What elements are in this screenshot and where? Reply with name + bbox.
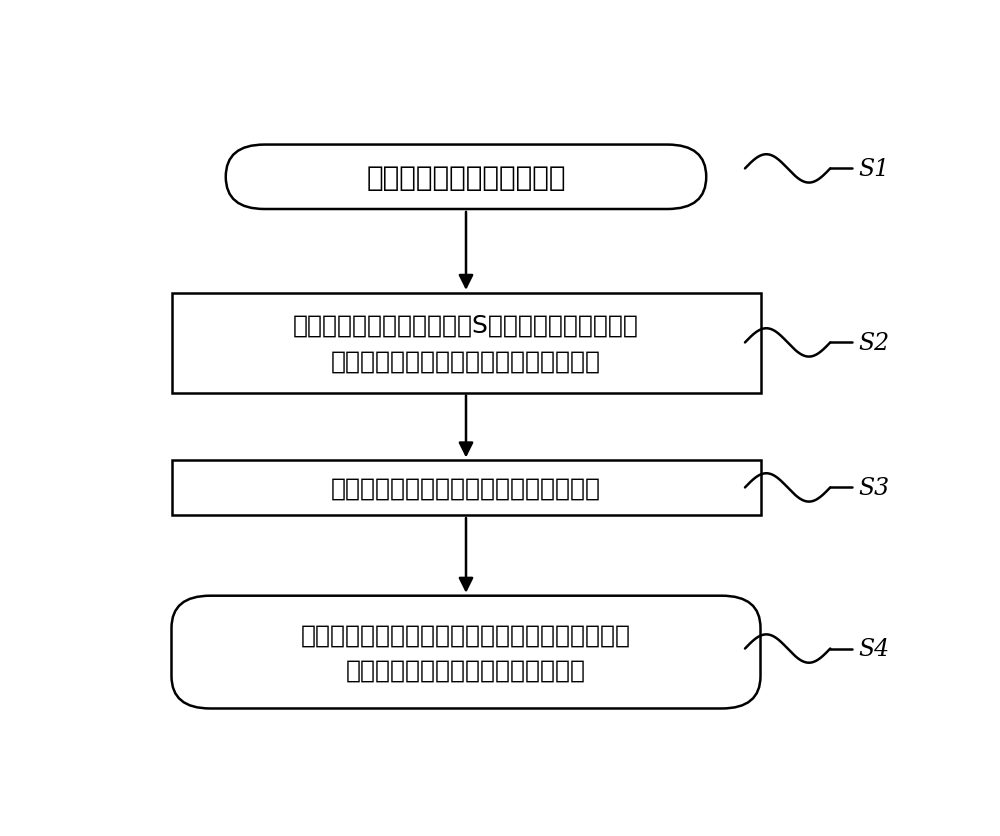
- Text: S1: S1: [858, 158, 889, 181]
- Text: S2: S2: [858, 332, 889, 354]
- FancyBboxPatch shape: [172, 596, 761, 709]
- FancyBboxPatch shape: [226, 145, 706, 210]
- Text: 采用脉冲循环频率谱对滚动轴承的各理论故障频率
进行观测，识别被测轴承的故障状态: 采用脉冲循环频率谱对滚动轴承的各理论故障频率 进行观测，识别被测轴承的故障状态: [301, 623, 631, 682]
- FancyBboxPatch shape: [172, 293, 761, 393]
- Text: 采集被测滚动轴承振动信号: 采集被测滚动轴承振动信号: [366, 164, 566, 191]
- Text: 计算最优时频切片序列的脉冲循环频率谱: 计算最优时频切片序列的脉冲循环频率谱: [331, 477, 601, 500]
- Text: 对采集信号进行能量归一化S变换，在能量最大频率
处进行时频切片，得到最优时频切片序列: 对采集信号进行能量归一化S变换，在能量最大频率 处进行时频切片，得到最优时频切片…: [293, 314, 639, 373]
- Text: S4: S4: [858, 637, 889, 660]
- Text: S3: S3: [858, 477, 889, 499]
- FancyBboxPatch shape: [172, 461, 761, 516]
